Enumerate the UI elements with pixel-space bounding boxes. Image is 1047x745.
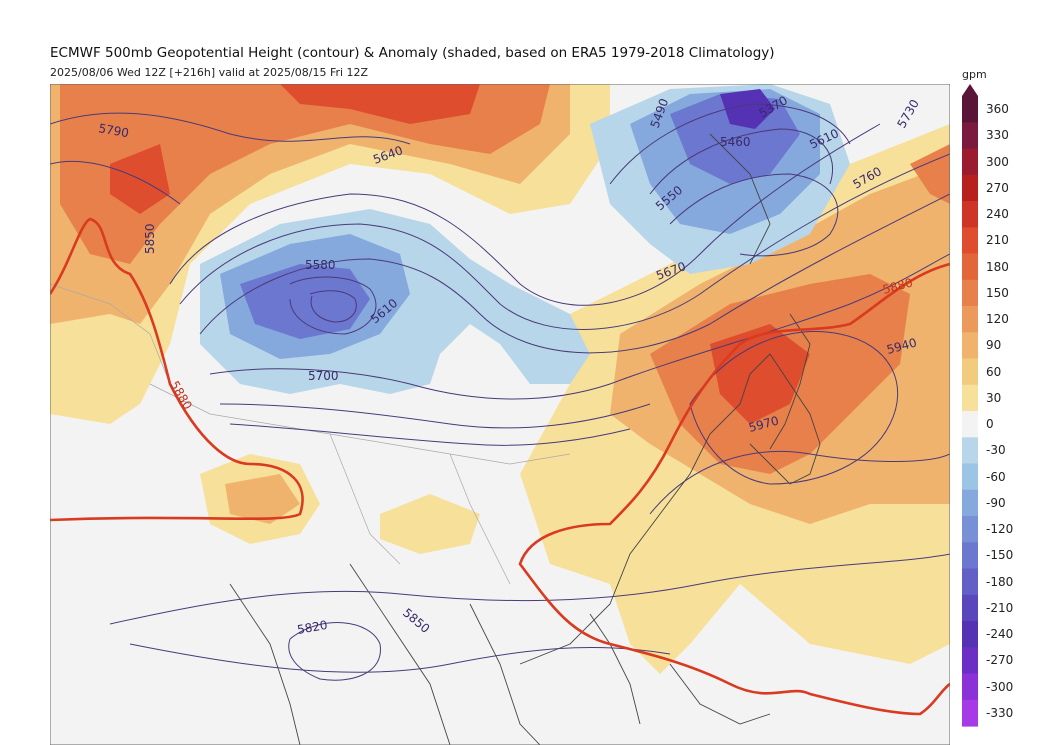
colorbar-swatch [962, 542, 978, 570]
weather-map: 5790 5850 5880 5640 5580 5610 5700 5490 … [50, 84, 950, 745]
colorbar-swatch [962, 122, 978, 150]
contour-label: 5820 [296, 618, 329, 637]
colorbar-unit: gpm [962, 68, 987, 81]
contour-label: 5700 [308, 369, 339, 383]
colorbar-tick-label: -270 [986, 653, 1014, 668]
colorbar-swatch [962, 384, 978, 412]
colorbar-swatch [962, 594, 978, 622]
max-anomaly-shading [110, 84, 810, 424]
colorbar-tick-label: 210 [986, 233, 1009, 248]
colorbar-tick-label: 270 [986, 180, 1009, 195]
colorbar-swatch [962, 148, 978, 176]
height-contours [50, 103, 950, 681]
ridge-5880-line [50, 217, 950, 716]
colorbar-tick-label: 150 [986, 285, 1009, 300]
colorbar-swatch [962, 516, 978, 543]
colorbar-swatch [962, 699, 978, 727]
colorbar-tick-label: -240 [986, 627, 1014, 642]
colorbar-swatch [962, 621, 978, 648]
colorbar-swatch [962, 489, 978, 517]
colorbar-swatch [962, 332, 978, 360]
colorbar-tick-label: -30 [986, 443, 1006, 458]
colorbar-top-arrow [962, 84, 978, 96]
colorbar-tick-label: -90 [986, 495, 1006, 510]
contour-label: 5460 [720, 135, 751, 149]
colorbar-tick-label: -150 [986, 548, 1014, 563]
chart-title: ECMWF 500mb Geopotential Height (contour… [50, 45, 775, 61]
colorbar-tick-label: 0 [986, 417, 994, 432]
colorbar-tick-label: 330 [986, 128, 1009, 143]
colorbar-swatch [962, 306, 978, 333]
extreme-negative-shading [720, 89, 775, 129]
colorbar-tick-label: 240 [986, 207, 1009, 222]
colorbar-swatch [962, 568, 978, 596]
colorbar-swatch [962, 201, 978, 228]
contour-label: 5850 [143, 223, 157, 254]
colorbar-tick-label: 360 [986, 102, 1009, 117]
colorbar-tick-label: 60 [986, 364, 1002, 379]
colorbar-tick-label: -60 [986, 469, 1006, 484]
colorbar-swatch [962, 96, 978, 123]
colorbar [962, 84, 978, 727]
colorbar-tick-label: 90 [986, 338, 1002, 353]
colorbar-swatch [962, 253, 978, 281]
colorbar-tick-label: -120 [986, 522, 1014, 537]
colorbar-tick-label: 180 [986, 259, 1009, 274]
colorbar-tick-label: -330 [986, 705, 1014, 720]
contour-label: 5580 [305, 258, 336, 272]
colorbar-swatch [962, 227, 978, 255]
colorbar-swatch [962, 174, 978, 202]
colorbar-swatch [962, 411, 978, 438]
colorbar-swatch [962, 463, 978, 491]
colorbar-swatch [962, 673, 978, 701]
country-borders [50, 283, 571, 585]
colorbar-swatch [962, 437, 978, 465]
colorbar-swatch [962, 647, 978, 675]
colorbar-tick-label: -180 [986, 574, 1014, 589]
coastlines [229, 133, 821, 745]
colorbar-tick-label: 30 [986, 390, 1002, 405]
contour-label: 5790 [97, 121, 130, 140]
colorbar-tick-label: 120 [986, 312, 1009, 327]
colorbar-tick-label: -300 [986, 679, 1014, 694]
chart-subtitle: 2025/08/06 Wed 12Z [+216h] valid at 2025… [50, 66, 369, 79]
colorbar-tick-label: 300 [986, 154, 1009, 169]
colorbar-swatch [962, 279, 978, 307]
colorbar-swatch [962, 358, 978, 386]
colorbar-tick-label: -210 [986, 600, 1014, 615]
